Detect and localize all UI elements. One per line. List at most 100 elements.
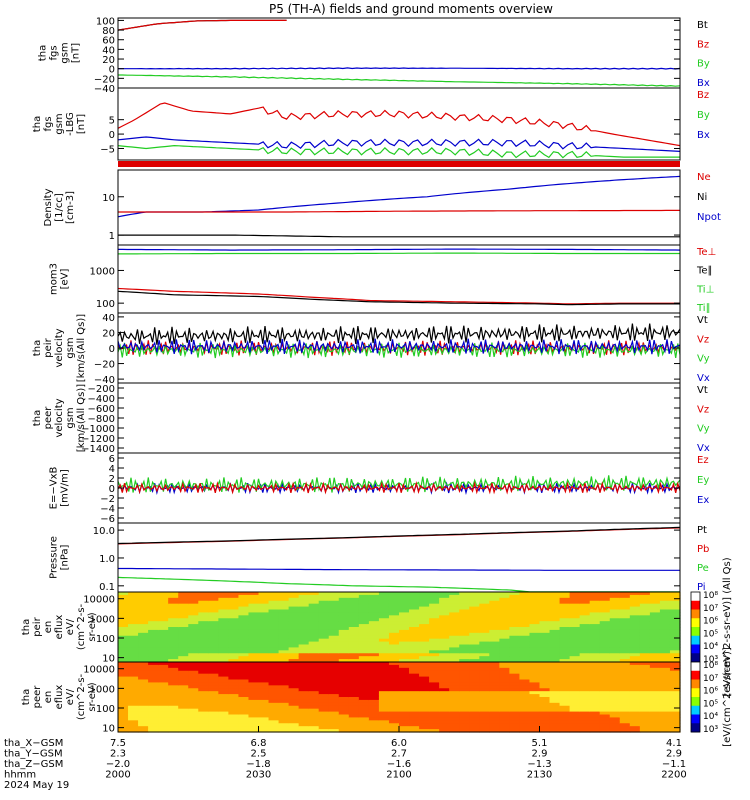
spectrogram-cell	[619, 632, 631, 637]
spectrogram-cell	[248, 641, 260, 646]
spectrogram-cell	[399, 717, 410, 721]
spectrogram-cell	[368, 644, 380, 649]
spectrogram-cell	[579, 629, 591, 634]
spectrogram-cell	[499, 635, 510, 640]
spectrogram-cell	[178, 682, 189, 686]
spectrogram-cell	[118, 627, 129, 631]
spectrogram-cell	[208, 682, 219, 686]
y-tick-label: −1000	[81, 424, 115, 435]
spectrogram-cell	[459, 708, 470, 713]
colorbar-segment	[691, 688, 700, 698]
spectrogram-cell	[659, 717, 671, 721]
spectrogram-cell	[509, 729, 521, 733]
spectrogram-cell	[639, 627, 651, 631]
spectrogram-cell	[599, 600, 611, 605]
spectrogram-cell	[559, 720, 571, 724]
spectrogram-cell	[218, 667, 229, 672]
spectrogram-cell	[198, 723, 209, 727]
spectrogram-cell	[238, 697, 250, 701]
spectrogram-cell	[348, 699, 360, 704]
spectrogram-cell	[128, 641, 139, 646]
spectrogram-cell	[599, 685, 611, 689]
spectrogram-cell	[278, 638, 290, 643]
spectrogram-cell	[569, 629, 581, 634]
spectrogram-cell	[609, 632, 621, 637]
spectrogram-cell	[348, 723, 360, 727]
spectrogram-cell	[509, 694, 521, 698]
spectrogram-cell	[148, 659, 159, 663]
spectrogram-cell	[479, 606, 490, 611]
spectrogram-cell	[268, 694, 280, 698]
y-tick-label: 0	[109, 484, 115, 495]
spectrogram-cell	[499, 670, 510, 675]
spectrogram-cell	[258, 659, 270, 663]
spectrogram-cell	[338, 644, 350, 649]
spectrogram-cell	[499, 699, 510, 704]
spectrogram-cell	[519, 635, 531, 640]
spectrogram-cell	[499, 676, 510, 681]
spectrogram-cell	[599, 688, 611, 692]
spectrogram-cell	[519, 694, 531, 698]
spectrogram-cell	[358, 688, 370, 692]
spectrogram-cell	[158, 644, 169, 649]
spectrogram-cell	[158, 647, 169, 651]
spectrogram-cell	[439, 685, 450, 689]
y-axis-label: sr-eV)	[87, 612, 98, 641]
spectrogram-cell	[549, 653, 561, 657]
spectrogram-cell	[338, 624, 350, 628]
x-tick-label: −1.1	[662, 759, 686, 770]
spectrogram-cell	[378, 606, 390, 611]
spectrogram-cell	[599, 682, 611, 686]
spectrogram-cell	[419, 632, 430, 637]
spectrogram-cell	[208, 647, 219, 651]
spectrogram-cell	[649, 603, 661, 608]
spectrogram-cell	[539, 644, 551, 649]
spectrogram-cell	[298, 729, 310, 733]
spectrogram-cell	[258, 600, 270, 605]
spectrogram-cell	[358, 597, 370, 602]
spectrogram-cell	[489, 603, 500, 608]
spectrogram-cell	[569, 726, 581, 730]
spectrogram-cell	[368, 714, 380, 719]
spectrogram-cell	[609, 603, 621, 608]
spectrogram-cell	[358, 647, 370, 651]
spectrogram-cell	[399, 702, 410, 707]
spectrogram-cell	[308, 606, 320, 611]
spectrogram-cell	[409, 597, 420, 602]
spectrogram-cell	[649, 662, 661, 666]
spectrogram-cell	[348, 688, 360, 692]
spectrogram-cell	[318, 691, 330, 695]
spectrogram-cell	[529, 606, 541, 611]
spectrogram-cell	[479, 609, 490, 614]
spectrogram-cell	[128, 592, 139, 596]
spectrogram-cell	[118, 615, 129, 619]
spectrogram-cell	[619, 670, 631, 675]
spectrogram-cell	[489, 629, 500, 634]
spectrogram-cell	[459, 621, 470, 625]
spectrogram-cell	[399, 673, 410, 678]
spectrogram-cell	[449, 679, 460, 684]
spectrogram-cell	[298, 600, 310, 605]
spectrogram-cell	[509, 688, 521, 692]
spectrogram-cell	[348, 685, 360, 689]
spectrogram-cell	[148, 729, 159, 733]
spectrogram-cell	[138, 688, 149, 692]
series-te⊥-line	[118, 248, 681, 251]
spectrogram-cell	[619, 726, 631, 730]
spectrogram-cell	[368, 717, 380, 721]
spectrogram-cell	[148, 688, 159, 692]
spectrogram-cell	[589, 711, 601, 716]
spectrogram-cell	[178, 705, 189, 710]
spectrogram-cell	[388, 603, 400, 608]
spectrogram-cell	[519, 641, 531, 646]
spectrogram-cell	[198, 627, 209, 631]
spectrogram-cell	[409, 618, 420, 622]
spectrogram-cell	[218, 632, 229, 637]
y-tick-label: 100	[96, 704, 115, 715]
spectrogram-cell	[639, 621, 651, 625]
spectrogram-cell	[479, 729, 490, 733]
spectrogram-cell	[358, 618, 370, 622]
spectrogram-cell	[519, 597, 531, 602]
spectrogram-cell	[599, 632, 611, 637]
